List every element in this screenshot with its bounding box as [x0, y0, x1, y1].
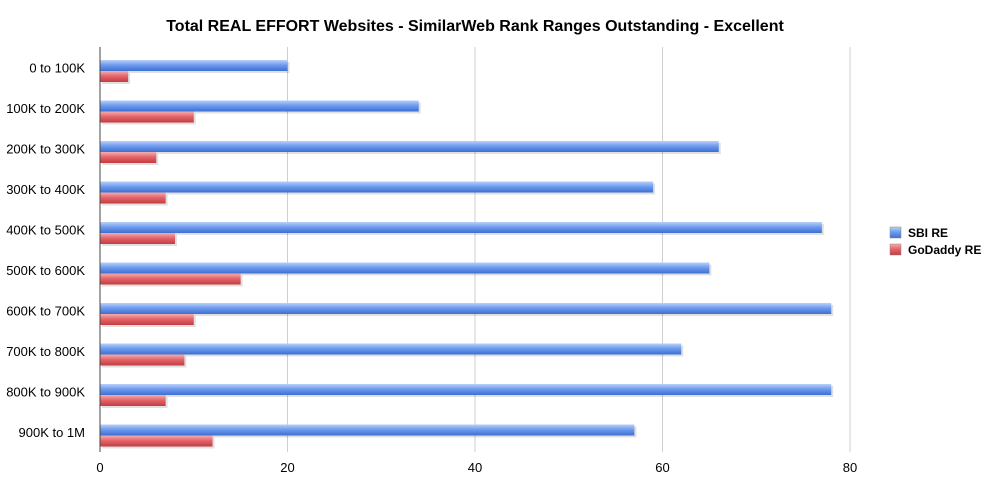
category-label: 400K to 500K — [6, 222, 85, 237]
legend-swatch — [889, 226, 902, 239]
bar-godaddy-re — [100, 111, 194, 123]
legend-label: SBI RE — [908, 226, 948, 240]
bar-sbi-re — [100, 141, 719, 152]
category-label: 800K to 900K — [6, 384, 85, 399]
bar-godaddy-re — [100, 354, 185, 366]
bar-godaddy-re — [100, 192, 166, 204]
bar-sbi-re — [100, 303, 832, 314]
legend-swatch — [889, 243, 902, 256]
bar-sbi-re — [100, 222, 822, 233]
bar-sbi-re — [100, 384, 832, 395]
category-label: 900K to 1M — [19, 425, 86, 440]
bar-sbi-re — [100, 343, 682, 355]
bar-godaddy-re — [100, 71, 129, 82]
bar-sbi-re — [100, 424, 635, 436]
x-tick-label: 0 — [96, 460, 103, 475]
category-label: 200K to 300K — [6, 141, 85, 156]
category-label: 600K to 700K — [6, 303, 85, 318]
bar-sbi-re — [100, 262, 710, 274]
category-labels: 0 to 100K 100K to 200K 200K to 300K 300K to… — [6, 60, 85, 440]
bar-sbi-re — [100, 181, 654, 193]
x-tick-label: 60 — [655, 460, 669, 475]
chart-title: Total REAL EFFORT Websites - SimilarWeb … — [166, 18, 784, 35]
category-label: 100K to 200K — [6, 101, 85, 116]
category-label: 700K to 800K — [6, 344, 85, 359]
x-tick-label: 20 — [280, 460, 294, 475]
bar-godaddy-re — [100, 314, 194, 325]
bar-godaddy-re — [100, 273, 241, 285]
category-label: 300K to 400K — [6, 182, 85, 197]
category-label: 0 to 100K — [29, 60, 85, 75]
legend: SBI RE GoDaddy RE — [889, 226, 981, 257]
bar-sbi-re — [100, 100, 419, 112]
x-tick-label: 80 — [843, 460, 857, 475]
bar-godaddy-re — [100, 152, 157, 163]
x-tick-labels: 0 20 40 60 80 — [96, 460, 857, 475]
bar-sbi-re — [100, 60, 288, 71]
legend-label: GoDaddy RE — [908, 243, 981, 257]
bar-godaddy-re — [100, 435, 213, 447]
bars — [100, 60, 834, 449]
x-tick-label: 40 — [468, 460, 482, 475]
bar-godaddy-re — [100, 395, 166, 406]
bar-godaddy-re — [100, 233, 175, 244]
category-label: 500K to 600K — [6, 263, 85, 278]
